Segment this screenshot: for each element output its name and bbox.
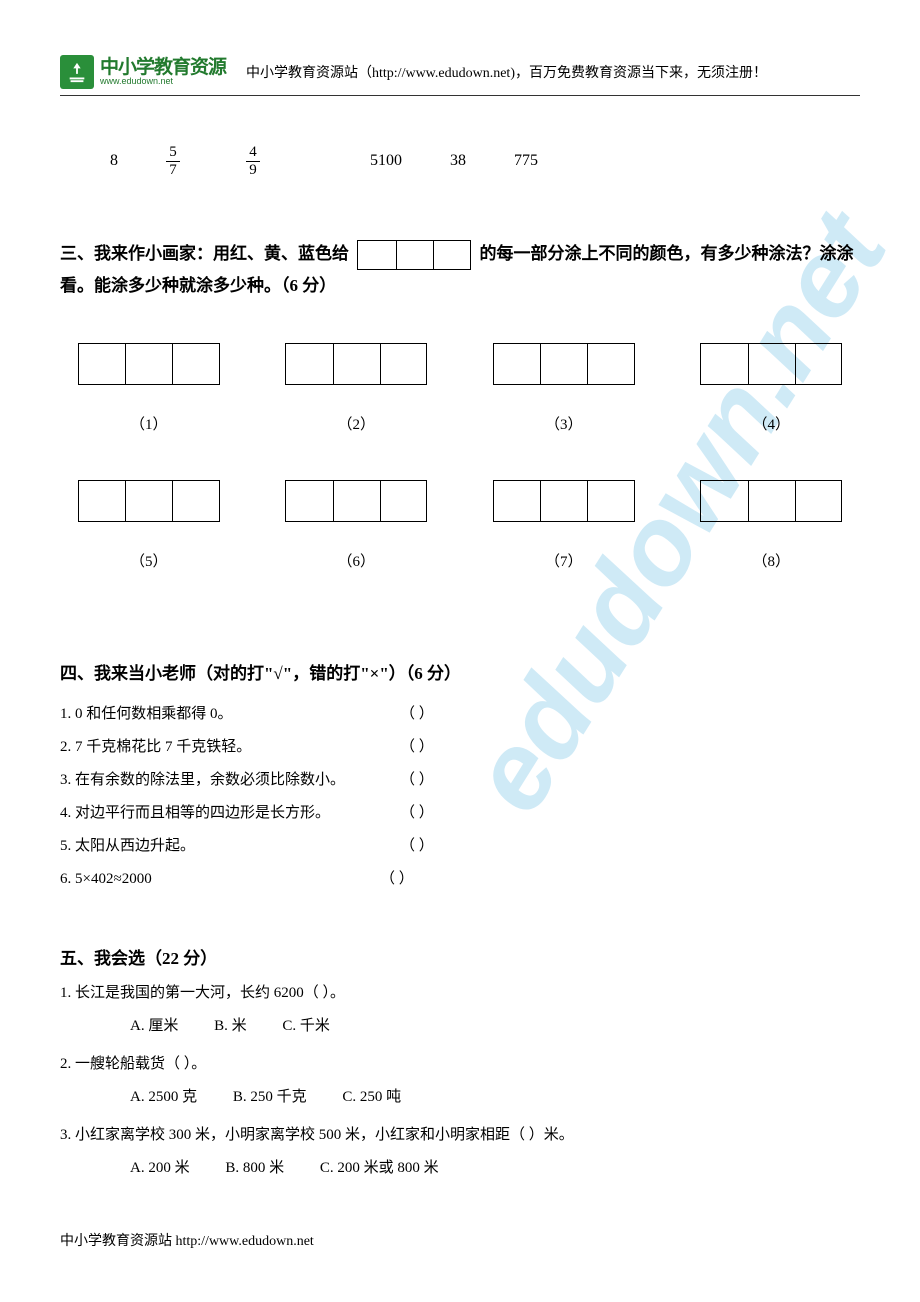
q1-opt-b: B. 米 <box>214 1018 247 1034</box>
page-header: 中小学教育资源 www.edudown.net 中小学教育资源站（http://… <box>60 55 860 96</box>
value-5100: 5100 <box>370 152 402 170</box>
q3-stem: 3. 小红家离学校 300 米，小明家离学校 500 米，小红家和小明家相距（ … <box>60 1123 860 1149</box>
tf-item: 6. 5×402≈2000 <box>60 863 400 896</box>
box-label: （1） <box>130 413 168 434</box>
q1-stem: 1. 长江是我国的第一大河，长约 6200（ ）。 <box>60 981 860 1007</box>
inline-tripartite-box <box>357 240 471 270</box>
section4-title: 四、我来当小老师（对的打"√"，错的打"×"）（6 分） <box>60 659 860 684</box>
frac-den: 9 <box>249 162 257 179</box>
tf-blank: （ ） <box>400 797 540 830</box>
multiple-choice-list: 1. 长江是我国的第一大河，长约 6200（ ）。 A. 厘米 B. 米 C. … <box>60 981 860 1182</box>
true-false-list: 1. 0 和任何数相乘都得 0。（ ） 2. 7 千克棉花比 7 千克铁轻。（ … <box>60 698 860 896</box>
section3-title: 三、我来作小画家：用红、黄、蓝色给 的每一部分涂上不同的颜色，有多少种涂法？涂涂… <box>60 238 860 303</box>
frac-num: 5 <box>169 144 177 161</box>
tf-blank: （ ） <box>400 731 540 764</box>
color-box-6 <box>285 480 427 522</box>
value-775: 775 <box>514 152 538 170</box>
tf-item: 3. 在有余数的除法里，余数必须比除数小。 <box>60 764 400 797</box>
q2-stem: 2. 一艘轮船载货（ ）。 <box>60 1052 860 1078</box>
q2-opt-a: A. 2500 克 <box>130 1089 197 1105</box>
section5-title: 五、我会选（22 分） <box>60 944 860 969</box>
color-box-2 <box>285 343 427 385</box>
logo-url-text: www.edudown.net <box>100 77 226 86</box>
color-box-5 <box>78 480 220 522</box>
coloring-boxes-grid: （1） （2） （3） （4） （5） （6） （7） （8） <box>60 343 860 599</box>
tf-blank: （ ） <box>400 830 540 863</box>
tf-item: 4. 对边平行而且相等的四边形是长方形。 <box>60 797 400 830</box>
fraction-5-7: 5 7 <box>166 144 180 178</box>
q2-opt-c: C. 250 吨 <box>342 1089 401 1105</box>
tf-item: 5. 太阳从西边升起。 <box>60 830 400 863</box>
numbers-row: 8 5 7 4 9 5100 38 775 <box>60 144 860 178</box>
box-label: （7） <box>545 550 583 571</box>
q3-opt-c: C. 200 米或 800 米 <box>320 1160 439 1176</box>
value-8: 8 <box>110 152 118 170</box>
color-box-4 <box>700 343 842 385</box>
box-label: （4） <box>752 413 790 434</box>
logo-icon <box>60 55 94 89</box>
q1-opt-c: C. 千米 <box>282 1018 330 1034</box>
fraction-4-9: 4 9 <box>246 144 260 178</box>
box-label: （5） <box>130 550 168 571</box>
site-logo: 中小学教育资源 www.edudown.net <box>60 55 226 89</box>
logo-cn-text: 中小学教育资源 <box>100 58 226 77</box>
q2-opt-b: B. 250 千克 <box>233 1089 307 1105</box>
color-box-3 <box>493 343 635 385</box>
frac-den: 7 <box>169 162 177 179</box>
q1-opt-a: A. 厘米 <box>130 1018 178 1034</box>
tf-item: 1. 0 和任何数相乘都得 0。 <box>60 698 400 731</box>
tf-item: 2. 7 千克棉花比 7 千克铁轻。 <box>60 731 400 764</box>
page-footer: 中小学教育资源站 http://www.edudown.net <box>60 1230 860 1250</box>
header-tagline: 中小学教育资源站（http://www.edudown.net)，百万免费教育资… <box>246 62 860 82</box>
color-box-1 <box>78 343 220 385</box>
tf-blank: （ ） <box>400 764 540 797</box>
frac-num: 4 <box>249 144 257 161</box>
color-box-8 <box>700 480 842 522</box>
tf-blank: （ ） <box>380 863 520 896</box>
color-box-7 <box>493 480 635 522</box>
tf-blank: （ ） <box>400 698 540 731</box>
s3-title-pre: 三、我来作小画家：用红、黄、蓝色给 <box>60 244 349 263</box>
box-label: （2） <box>337 413 375 434</box>
q3-opt-a: A. 200 米 <box>130 1160 190 1176</box>
box-label: （8） <box>752 550 790 571</box>
box-label: （3） <box>545 413 583 434</box>
q3-opt-b: B. 800 米 <box>225 1160 284 1176</box>
box-label: （6） <box>337 550 375 571</box>
value-38: 38 <box>450 152 466 170</box>
